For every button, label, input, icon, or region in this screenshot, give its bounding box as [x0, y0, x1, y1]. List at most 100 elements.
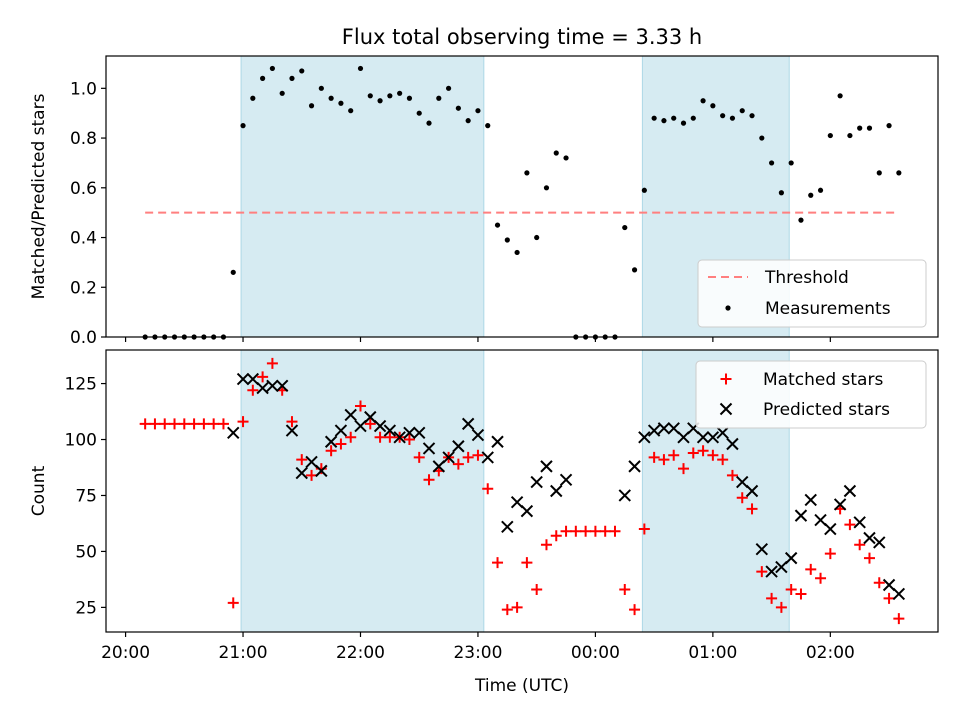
- top-y-axis-label: Matched/Predicted stars: [29, 93, 49, 299]
- bottom-y-tick-label: 125: [65, 375, 97, 395]
- predicted-star-point: [295, 466, 308, 480]
- measurement-point: [827, 132, 833, 139]
- predicted-star-point: [530, 475, 543, 489]
- measurement-point: [260, 75, 266, 81]
- predicted-star-point: [227, 426, 240, 440]
- top-legend-box: [697, 259, 927, 328]
- measurement-point: [729, 115, 736, 121]
- matched-star-point: [775, 601, 787, 613]
- matched-star-point: [766, 592, 778, 604]
- predicted-star-point: [716, 426, 729, 440]
- measurement-point: [485, 123, 491, 129]
- matched-star-point: [844, 519, 856, 531]
- matched-star-point: [511, 601, 523, 613]
- measurement-point: [778, 190, 784, 196]
- predicted-star-point: [833, 498, 847, 511]
- predicted-star-point: [442, 451, 455, 464]
- matched-star-point: [658, 454, 670, 466]
- top-y-tick-label: 0.0: [70, 328, 97, 348]
- matched-star-point: [286, 416, 298, 428]
- predicted-star-point: [824, 522, 837, 536]
- legend-predicted-label: Predicted stars: [763, 400, 890, 420]
- matched-star-point: [384, 431, 396, 443]
- predicted-star-point: [550, 484, 563, 498]
- matched-star-point: [208, 418, 220, 430]
- predicted-star-point: [706, 431, 720, 444]
- measurement-point: [397, 90, 403, 96]
- predicted-star-point: [618, 489, 631, 502]
- measurement-point: [367, 93, 373, 99]
- predicted-star-point: [745, 484, 759, 498]
- legend-matched-swatch: [720, 373, 732, 385]
- matched-star-point: [854, 539, 866, 551]
- predicted-star-point: [667, 422, 680, 435]
- measurement-point: [720, 113, 726, 119]
- bottom-x-tick-label: 22:00: [336, 643, 385, 663]
- measurement-point: [553, 150, 559, 156]
- matched-star-point: [883, 592, 895, 604]
- top-shaded-interval-0: [240, 55, 485, 338]
- predicted-star-point: [393, 431, 406, 444]
- matched-star-point: [873, 577, 885, 589]
- predicted-star-point: [364, 410, 377, 424]
- matched-star-point: [188, 418, 200, 430]
- predicted-star-point: [843, 484, 857, 498]
- measurement-point: [876, 170, 882, 176]
- matched-star-point: [462, 451, 474, 463]
- predicted-star-point: [853, 516, 866, 529]
- measurement-point: [475, 108, 481, 114]
- measurement-point: [631, 267, 638, 273]
- matched-star-point: [364, 418, 376, 430]
- measurement-point: [377, 98, 383, 104]
- predicted-star-point: [452, 440, 465, 453]
- predicted-star-point: [520, 504, 534, 518]
- measurement-point: [739, 108, 745, 114]
- measurement-point: [269, 65, 275, 72]
- predicted-star-point: [305, 455, 318, 469]
- legend-threshold-label: Threshold: [764, 268, 849, 288]
- bottom-x-tick-label: 23:00: [453, 643, 502, 663]
- top-axes-frame: [105, 55, 939, 338]
- top-y-tick-label: 0.4: [70, 229, 97, 249]
- measurement-point: [759, 135, 765, 141]
- measurement-point: [690, 115, 696, 121]
- predicted-star-point: [863, 531, 876, 545]
- predicted-star-point: [677, 431, 690, 444]
- measurement-point: [671, 115, 677, 121]
- predicted-star-point: [285, 424, 299, 437]
- matched-star-point: [227, 597, 239, 609]
- predicted-star-point: [736, 475, 749, 489]
- matched-star-point: [570, 525, 582, 537]
- legend-matched-label: Matched stars: [763, 370, 883, 390]
- legend-measurements-label: Measurements: [765, 299, 891, 319]
- matched-star-point: [726, 469, 738, 481]
- measurement-point: [622, 224, 628, 231]
- measurement-point: [250, 95, 256, 101]
- matched-star-point: [374, 431, 386, 443]
- measurement-point: [514, 249, 520, 256]
- measurement-point: [289, 75, 295, 81]
- measurement-point: [749, 113, 755, 119]
- matched-star-point: [609, 525, 621, 537]
- measurement-point: [426, 120, 432, 126]
- measurement-point: [563, 155, 569, 161]
- matched-star-point: [325, 445, 337, 457]
- matched-star-point: [354, 400, 366, 412]
- matched-star-point: [697, 445, 709, 457]
- bottom-x-tick-label: 20:00: [101, 643, 150, 663]
- matched-star-point: [159, 418, 171, 430]
- measurement-point: [680, 120, 687, 126]
- matched-star-point: [178, 418, 190, 430]
- matched-star-point: [540, 539, 552, 551]
- measurement-point: [641, 187, 647, 193]
- predicted-star-point: [647, 424, 661, 437]
- legend-measurements-swatch: [725, 305, 731, 311]
- matched-star-point: [501, 604, 513, 616]
- predicted-star-point: [892, 587, 906, 601]
- measurement-point: [710, 103, 716, 109]
- legend-predicted-swatch: [719, 402, 733, 416]
- predicted-star-point: [794, 509, 808, 522]
- predicted-star-point: [315, 464, 328, 478]
- matched-star-point: [257, 371, 269, 383]
